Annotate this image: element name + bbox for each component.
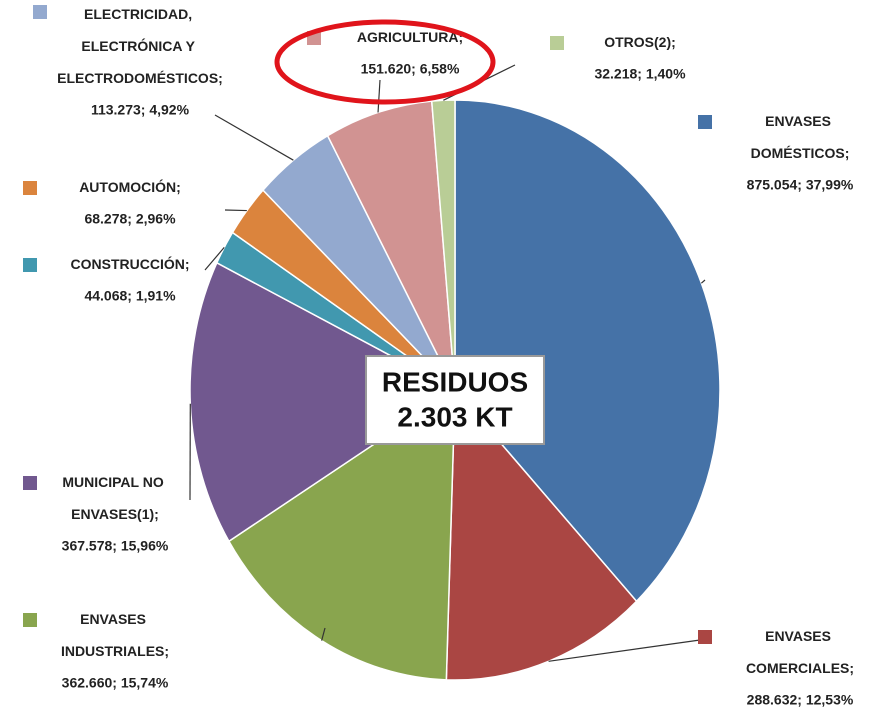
slice-value-label: 362.660; 15,74% (62, 675, 169, 691)
leader-line (214, 114, 294, 161)
legend-swatch (23, 613, 37, 627)
leader-line (224, 209, 247, 212)
pie-slice (189, 261, 457, 543)
center-title: RESIDUOS (382, 366, 528, 397)
leader-line (321, 627, 326, 641)
legend-swatch (33, 5, 47, 19)
highlight-ellipse (274, 19, 496, 105)
slice-label: MUNICIPAL NO ENVASES(1); (62, 474, 167, 522)
slice-value-label: 44.068; 1,91% (84, 288, 176, 304)
center-total: 2.303 KT (397, 401, 512, 432)
pie-slice (326, 100, 456, 391)
leader-line (548, 639, 701, 662)
slice-label: CONSTRUCCIÓN; (71, 255, 190, 272)
pie-slice (454, 99, 721, 603)
slice-label: ENVASES INDUSTRIALES; (61, 611, 169, 659)
pie-slice (445, 388, 638, 681)
legend-swatch (698, 630, 712, 644)
slice-label: ENVASES DOMÉSTICOS; (751, 113, 850, 161)
slice-label: ELECTRICIDAD, ELECTRÓNICA Y ELECTRODOMÉS… (57, 6, 223, 86)
slice-value-label: 288.632; 12,53% (747, 692, 854, 708)
slice-value-label: 68.278; 2,96% (84, 211, 176, 227)
slice-label: ENVASES COMERCIALES; (746, 628, 854, 676)
slice-label: OTROS(2); (604, 34, 676, 50)
legend-swatch (698, 115, 712, 129)
slice-value-label: 367.578; 15,96% (62, 538, 169, 554)
legend-swatch (23, 258, 37, 272)
slice-label: AGRICULTURA; (357, 29, 463, 45)
slice-value-label: 32.218; 1,40% (594, 66, 686, 82)
leader-line (204, 247, 225, 271)
center-box (365, 355, 545, 445)
legend-swatch (550, 36, 564, 50)
leader-line (377, 79, 381, 113)
leader-line (700, 279, 706, 284)
legend-swatch (23, 476, 37, 490)
slice-value-label: 113.273; 4,92% (91, 102, 190, 118)
slice-value-label: 151.620; 6,58% (361, 61, 460, 77)
slice-label: AUTOMOCIÓN; (79, 178, 181, 195)
labels: ENVASES DOMÉSTICOS; 875.054; 37,99% ENVASE… (23, 5, 854, 708)
slice-value-label: 875.054; 37,99% (747, 177, 854, 193)
legend-swatch (23, 181, 37, 195)
